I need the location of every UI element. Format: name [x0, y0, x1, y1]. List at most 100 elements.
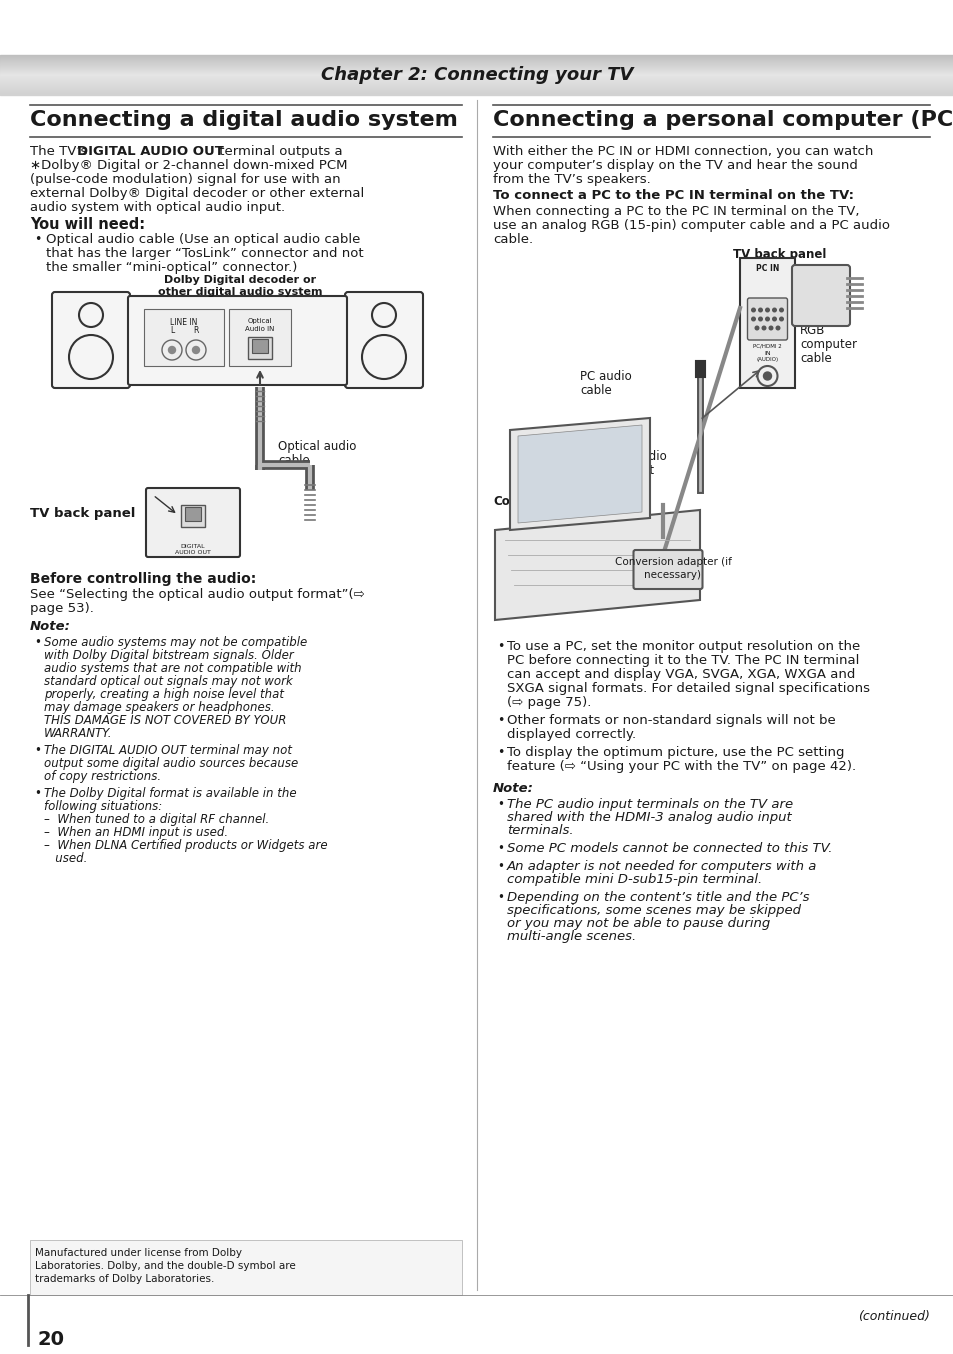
Text: used.: used. — [44, 852, 88, 865]
Circle shape — [762, 372, 771, 380]
Text: The Dolby Digital format is available in the: The Dolby Digital format is available in… — [44, 787, 296, 800]
Text: multi-angle scenes.: multi-angle scenes. — [506, 930, 636, 942]
Bar — [181, 505, 205, 527]
Bar — [252, 338, 268, 353]
Text: AUDIO OUT: AUDIO OUT — [175, 550, 211, 555]
Circle shape — [772, 309, 776, 311]
Circle shape — [765, 309, 768, 311]
Text: output: output — [615, 464, 654, 477]
Text: •: • — [497, 891, 503, 904]
Text: specifications, some scenes may be skipped: specifications, some scenes may be skipp… — [506, 904, 801, 917]
Text: The TV’s: The TV’s — [30, 145, 91, 158]
Text: cable: cable — [800, 352, 831, 366]
Text: PC audio: PC audio — [615, 450, 666, 463]
Text: Some audio systems may not be compatible: Some audio systems may not be compatible — [44, 636, 307, 649]
Text: Note:: Note: — [493, 783, 534, 795]
Text: With either the PC IN or HDMI connection, you can watch: With either the PC IN or HDMI connection… — [493, 145, 872, 158]
Text: •: • — [497, 640, 504, 653]
Text: When connecting a PC to the PC IN terminal on the TV,: When connecting a PC to the PC IN termin… — [493, 204, 859, 218]
Text: •: • — [497, 798, 503, 811]
Bar — [185, 506, 201, 521]
Text: SXGA signal formats. For detailed signal specifications: SXGA signal formats. For detailed signal… — [506, 682, 869, 695]
Text: TV back panel: TV back panel — [30, 506, 135, 520]
Text: of copy restrictions.: of copy restrictions. — [44, 770, 161, 783]
Text: (continued): (continued) — [858, 1311, 929, 1323]
FancyBboxPatch shape — [144, 309, 224, 366]
Text: audio systems that are not compatible with: audio systems that are not compatible wi… — [44, 662, 301, 676]
Circle shape — [761, 326, 765, 330]
Text: Connecting a digital audio system: Connecting a digital audio system — [30, 110, 457, 130]
Text: Computer: Computer — [493, 496, 558, 508]
Text: Audio IN: Audio IN — [245, 326, 274, 332]
Circle shape — [758, 309, 761, 311]
Text: Optical audio: Optical audio — [277, 440, 356, 454]
Text: following situations:: following situations: — [44, 800, 162, 812]
Text: •: • — [34, 787, 41, 800]
Text: terminals.: terminals. — [506, 825, 573, 837]
Text: •: • — [34, 636, 41, 649]
Text: cable: cable — [579, 385, 611, 397]
FancyBboxPatch shape — [791, 265, 849, 326]
Text: shared with the HDMI-3 analog audio input: shared with the HDMI-3 analog audio inpu… — [506, 811, 791, 825]
Circle shape — [751, 317, 755, 321]
Text: Before controlling the audio:: Before controlling the audio: — [30, 571, 256, 586]
Bar — [30, 1240, 461, 1294]
Text: audio system with optical audio input.: audio system with optical audio input. — [30, 200, 285, 214]
Circle shape — [751, 309, 755, 311]
FancyBboxPatch shape — [229, 309, 291, 366]
Text: To use a PC, set the monitor output resolution on the: To use a PC, set the monitor output reso… — [506, 640, 860, 653]
Text: may damage speakers or headphones.: may damage speakers or headphones. — [44, 701, 274, 714]
Text: the smaller “mini-optical” connector.): the smaller “mini-optical” connector.) — [46, 261, 297, 274]
Text: –  When an HDMI input is used.: – When an HDMI input is used. — [44, 826, 228, 839]
Text: ∗Dolby® Digital or 2-channel down-mixed PCM: ∗Dolby® Digital or 2-channel down-mixed … — [30, 158, 347, 172]
Text: properly, creating a high noise level that: properly, creating a high noise level th… — [44, 688, 284, 701]
Text: page 53).: page 53). — [30, 603, 93, 615]
Text: PC IN: PC IN — [755, 264, 779, 274]
Circle shape — [779, 309, 782, 311]
Circle shape — [779, 317, 782, 321]
Text: Optical audio cable (Use an optical audio cable: Optical audio cable (Use an optical audi… — [46, 233, 360, 246]
Text: terminal outputs a: terminal outputs a — [214, 145, 342, 158]
Circle shape — [776, 326, 779, 330]
Text: Some PC models cannot be connected to this TV.: Some PC models cannot be connected to th… — [506, 842, 832, 854]
Text: To display the optimum picture, use the PC setting: To display the optimum picture, use the … — [506, 746, 843, 760]
Text: RGB: RGB — [800, 324, 824, 337]
Text: (⇨ page 75).: (⇨ page 75). — [506, 696, 591, 709]
Text: Depending on the content’s title and the PC’s: Depending on the content’s title and the… — [506, 891, 809, 904]
Text: –  When tuned to a digital RF channel.: – When tuned to a digital RF channel. — [44, 812, 269, 826]
Text: L: L — [170, 326, 174, 334]
Text: An adapter is not needed for computers with a: An adapter is not needed for computers w… — [506, 860, 817, 873]
Text: WARRANTY.: WARRANTY. — [44, 727, 112, 741]
Text: Other formats or non-standard signals will not be: Other formats or non-standard signals wi… — [506, 714, 835, 727]
Polygon shape — [510, 418, 649, 529]
Text: –  When DLNA Certified products or Widgets are: – When DLNA Certified products or Widget… — [44, 839, 327, 852]
FancyBboxPatch shape — [345, 292, 422, 389]
Text: output some digital audio sources because: output some digital audio sources becaus… — [44, 757, 298, 770]
Text: Analog: Analog — [800, 310, 840, 324]
Polygon shape — [495, 510, 700, 620]
Text: Note:: Note: — [30, 620, 71, 634]
Text: 20: 20 — [38, 1330, 65, 1349]
FancyBboxPatch shape — [633, 550, 701, 589]
Text: (AUDIO): (AUDIO) — [756, 357, 778, 362]
Text: LINE IN: LINE IN — [171, 318, 197, 328]
FancyBboxPatch shape — [128, 297, 347, 385]
Text: •: • — [497, 746, 504, 760]
Text: feature (⇨ “Using your PC with the TV” on page 42).: feature (⇨ “Using your PC with the TV” o… — [506, 760, 855, 773]
Text: or you may not be able to pause during: or you may not be able to pause during — [506, 917, 769, 930]
Text: compatible mini D-sub15-pin terminal.: compatible mini D-sub15-pin terminal. — [506, 873, 761, 886]
Text: other digital audio system: other digital audio system — [157, 287, 322, 297]
Text: trademarks of Dolby Laboratories.: trademarks of Dolby Laboratories. — [35, 1274, 214, 1284]
Circle shape — [772, 317, 776, 321]
Circle shape — [765, 317, 768, 321]
Text: •: • — [34, 233, 41, 246]
Text: Connecting a personal computer (PC): Connecting a personal computer (PC) — [493, 110, 953, 130]
Text: •: • — [34, 743, 41, 757]
Text: •: • — [497, 842, 503, 854]
Text: You will need:: You will need: — [30, 217, 145, 232]
Text: To connect a PC to the PC IN terminal on the TV:: To connect a PC to the PC IN terminal on… — [493, 190, 853, 202]
Text: can accept and display VGA, SVGA, XGA, WXGA and: can accept and display VGA, SVGA, XGA, W… — [506, 668, 855, 681]
FancyBboxPatch shape — [52, 292, 130, 389]
Text: •: • — [497, 860, 503, 873]
Text: necessary): necessary) — [644, 570, 700, 580]
